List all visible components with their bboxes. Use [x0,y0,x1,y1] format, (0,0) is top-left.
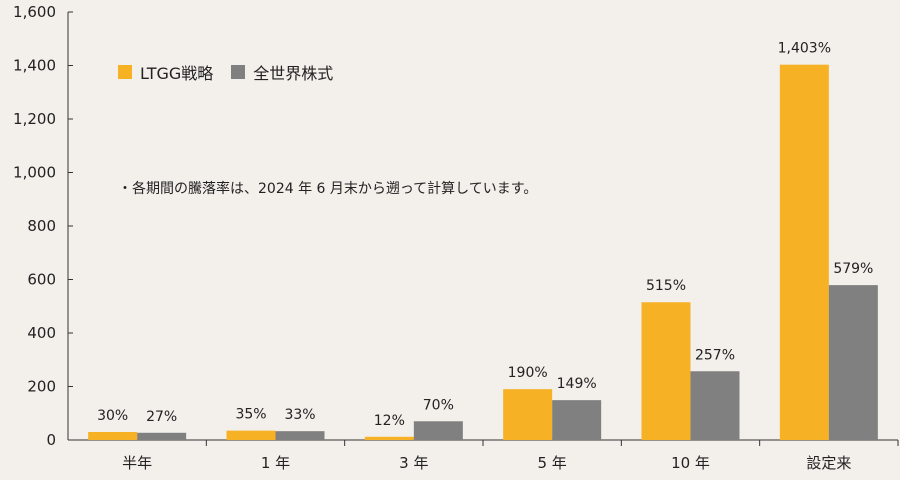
y-tick-label: 400 [27,324,56,342]
y-tick-label: 200 [27,378,56,396]
legend-item-world: 全世界株式 [231,60,333,84]
bar-ltgg [503,389,553,440]
bar-ltgg [226,430,276,440]
x-tick-label: 5 年 [538,454,567,472]
data-label: 257% [695,347,735,363]
chart-legend: LTGG戦略 全世界株式 [118,60,333,84]
x-tick-label: 10 年 [671,454,710,472]
x-tick-label: 3 年 [399,454,428,472]
data-label: 579% [833,261,873,277]
y-tick-label: 1,600 [13,3,56,21]
data-label: 30% [97,408,128,424]
x-tick-label: 1 年 [261,454,290,472]
x-tick-label: 設定来 [806,454,851,472]
y-tick-label: 600 [27,271,56,289]
data-label: 27% [146,409,177,425]
data-label: 12% [374,413,405,429]
y-tick-label: 0 [46,431,56,449]
data-label: 515% [646,278,686,294]
data-label: 35% [235,407,266,423]
bar-world [413,421,463,440]
bar-world [137,432,187,440]
data-label: 190% [508,365,548,381]
bar-ltgg [364,436,414,440]
data-label: 33% [284,407,315,423]
bar-world [828,285,878,440]
bar-ltgg [641,302,691,440]
legend-item-ltgg: LTGG戦略 [118,60,213,84]
y-tick-label: 800 [27,217,56,235]
y-tick-label: 1,400 [13,57,56,75]
legend-label-world: 全世界株式 [253,64,334,83]
bar-world [275,431,325,440]
legend-swatch-ltgg [118,65,132,79]
data-label: 149% [557,376,597,392]
x-tick-label: 半年 [122,454,152,472]
legend-label-ltgg: LTGG戦略 [140,64,214,83]
bar-ltgg [88,431,138,440]
legend-swatch-world [231,65,246,79]
chart-annotation: ・各期間の騰落率は、2024 年 6 月末から遡って計算しています。 [118,181,538,197]
y-tick-label: 1,000 [13,164,56,182]
bar-world [690,371,740,440]
data-label: 1,403% [778,41,831,57]
y-tick-label: 1,200 [13,110,56,128]
bar-ltgg [779,64,829,440]
data-label: 70% [423,397,454,413]
bar-world [552,400,602,440]
